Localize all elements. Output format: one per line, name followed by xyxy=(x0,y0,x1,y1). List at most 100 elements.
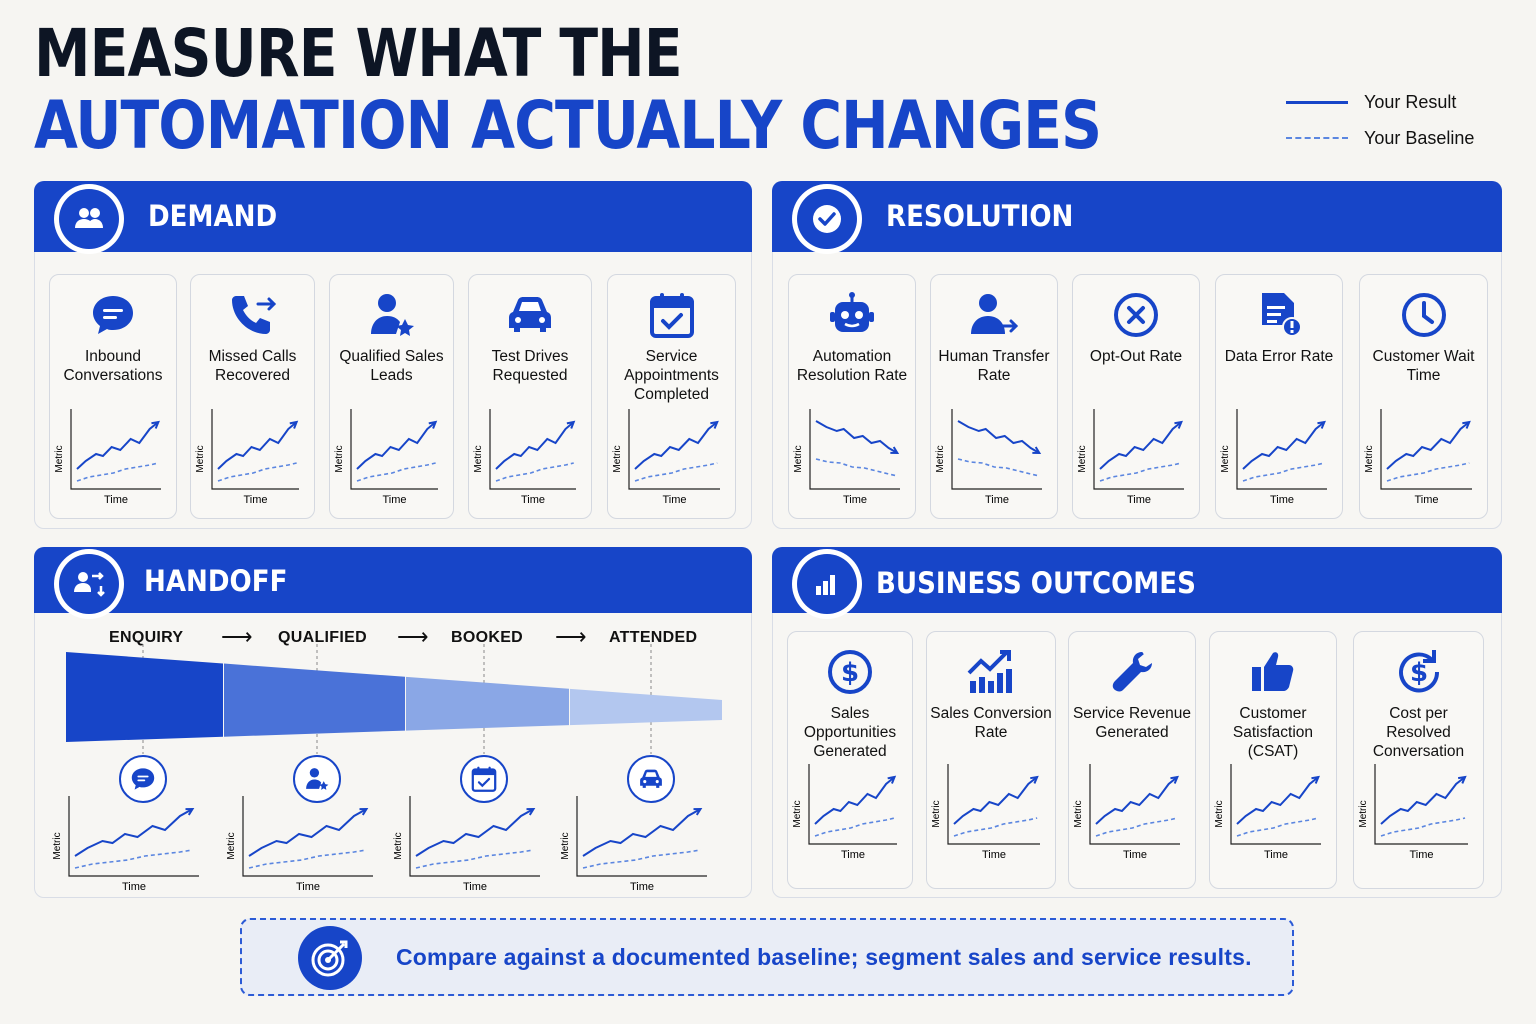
y-axis-label: Metric xyxy=(1214,800,1225,827)
y-axis-label: Metric xyxy=(334,445,345,472)
metric-label: Automation Resolution Rate xyxy=(796,348,908,384)
user-transfer-icon xyxy=(966,287,1022,343)
mini-trend-chart: Metric Time xyxy=(935,409,1042,505)
handoff-header: HANDOFF xyxy=(34,547,752,619)
result-line xyxy=(217,421,298,470)
result-line xyxy=(356,421,437,470)
metric-label: Missed Calls Recovered xyxy=(208,348,297,384)
baseline-line xyxy=(495,462,574,482)
chart-axes xyxy=(70,409,161,490)
outcomes-header: BUSINESS OUTCOMES xyxy=(772,547,1502,619)
result-line xyxy=(814,776,896,825)
result-line xyxy=(1095,776,1178,825)
metric-label: Customer Wait Time xyxy=(1372,348,1475,384)
funnel-stage-label: BOOKED xyxy=(451,629,524,646)
legend: Your Result Your Baseline xyxy=(1286,84,1474,156)
robot-icon xyxy=(824,287,880,343)
chart-axes xyxy=(1093,409,1184,490)
users-icon xyxy=(54,184,124,254)
baseline-line xyxy=(582,849,701,869)
result-line-swatch xyxy=(1286,100,1348,104)
x-axis-label: Time xyxy=(1270,494,1294,505)
document-alert-icon xyxy=(1251,287,1307,343)
y-axis-label: Metric xyxy=(612,445,623,472)
footer-note: Compare against a documented baseline; s… xyxy=(240,918,1294,996)
x-axis-label: Time xyxy=(982,849,1006,860)
calendar-check-icon xyxy=(460,755,508,803)
y-axis-label: Metric xyxy=(792,800,803,827)
result-arrowhead xyxy=(289,420,299,429)
dollar-circle-icon: $ xyxy=(822,644,878,700)
result-arrowhead xyxy=(1462,420,1471,429)
result-arrowhead xyxy=(693,807,703,816)
funnel-stage-label: QUALIFIED xyxy=(278,629,367,646)
baseline-line xyxy=(1095,817,1178,837)
x-axis-label: Time xyxy=(1123,849,1147,860)
mini-trend-chart: Metric Time xyxy=(1073,764,1180,860)
metric-label: Opt-Out Rate xyxy=(1089,348,1183,365)
result-line xyxy=(1236,776,1319,825)
x-axis-label: Time xyxy=(296,881,320,892)
x-axis-label: Time xyxy=(243,494,267,505)
phone-forward-icon xyxy=(225,287,281,343)
result-arrowhead xyxy=(185,807,195,816)
y-axis-label: Metric xyxy=(1077,445,1088,472)
x-axis-label: Time xyxy=(843,494,867,505)
baseline-line xyxy=(815,458,898,477)
user-star-icon xyxy=(293,755,341,803)
baseline-line xyxy=(1386,462,1470,482)
arrow-right-icon: ⟶ xyxy=(397,624,429,649)
metric-label: Sales Opportunities Generated xyxy=(803,705,897,760)
metric-card: Test Drives Requested Metric Time xyxy=(468,274,592,519)
metric-card: Service Appointments Completed Metric Time xyxy=(607,274,736,519)
funnel-segment xyxy=(66,652,223,742)
y-axis-label: Metric xyxy=(473,445,484,472)
mini-trend-chart: Metric Time xyxy=(1220,409,1327,505)
thumbs-up-icon xyxy=(1245,644,1301,700)
baseline-line xyxy=(248,849,367,869)
result-line xyxy=(1386,421,1470,470)
result-line xyxy=(953,776,1038,825)
mini-trend-chart: Metric Time xyxy=(195,409,299,505)
result-arrowhead xyxy=(887,775,897,784)
metric-card: Customer Wait Time Metric Time xyxy=(1359,274,1488,519)
metric-card: Missed Calls Recovered Metric Time xyxy=(190,274,315,519)
baseline-line xyxy=(953,817,1038,837)
trend-bars-icon xyxy=(963,644,1019,700)
chart-axes xyxy=(628,409,720,490)
chat-bubble-icon xyxy=(119,755,167,803)
user-star-icon xyxy=(364,287,420,343)
y-axis-label: Metric xyxy=(226,832,237,859)
chart-axes xyxy=(809,409,900,490)
mini-trend-chart: Metric Time xyxy=(1358,764,1468,860)
funnel-stage-label: ATTENDED xyxy=(609,629,698,646)
result-arrowhead xyxy=(890,446,900,455)
demand-header: DEMAND xyxy=(34,181,752,254)
chart-axes xyxy=(947,764,1040,845)
demand-title: DEMAND xyxy=(148,199,278,233)
mini-trend-chart: Metric Time xyxy=(792,764,897,860)
x-axis-label: Time xyxy=(463,881,487,892)
mini-trend-chart: Metric Time xyxy=(931,764,1040,860)
chart-axes xyxy=(68,796,199,877)
result-line xyxy=(1099,421,1182,470)
mini-trend-chart: Metric Time xyxy=(473,409,576,505)
arrow-right-icon: ⟶ xyxy=(555,624,587,649)
result-line xyxy=(495,421,575,470)
metric-label: Test Drives Requested xyxy=(491,348,569,384)
chart-axes xyxy=(1380,409,1472,490)
result-line xyxy=(957,420,1040,454)
result-line xyxy=(74,808,193,857)
x-axis-label: Time xyxy=(985,494,1009,505)
baseline-line xyxy=(814,817,895,837)
result-arrowhead xyxy=(1030,775,1039,784)
x-axis-label: Time xyxy=(521,494,545,505)
mini-trend-chart: Metric Time xyxy=(1214,764,1321,860)
result-arrowhead xyxy=(1311,775,1320,784)
outcomes-title: BUSINESS OUTCOMES xyxy=(876,566,1196,600)
x-axis-label: Time xyxy=(841,849,865,860)
mini-trend-chart: Metric Time xyxy=(1364,409,1472,505)
x-axis-label: Time xyxy=(122,881,146,892)
legend-item-result: Your Result xyxy=(1286,84,1474,120)
y-axis-label: Metric xyxy=(52,832,63,859)
